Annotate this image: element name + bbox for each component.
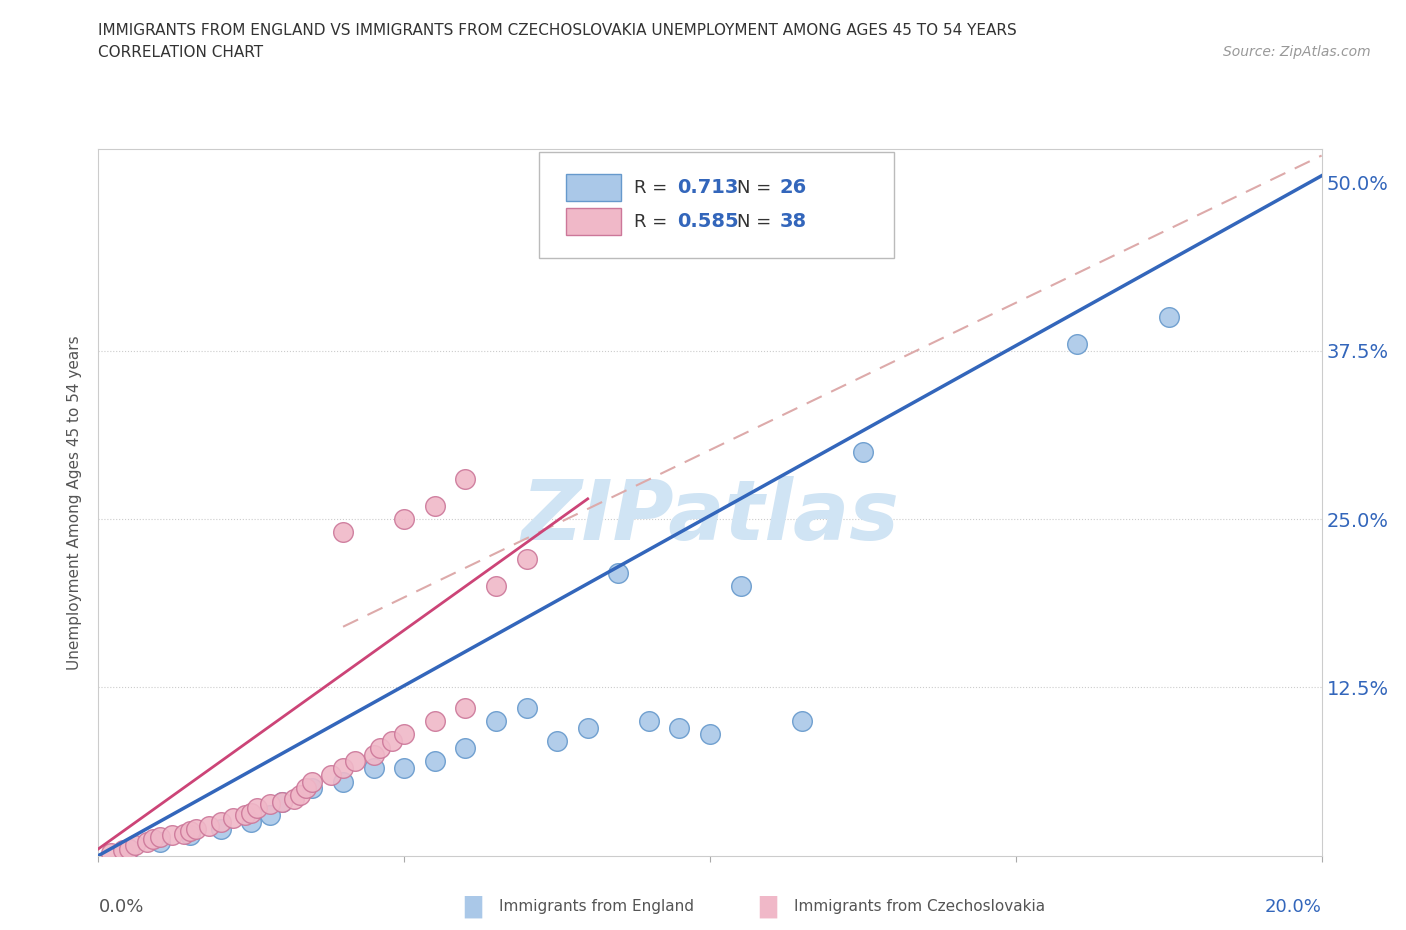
Point	[392, 727, 416, 742]
Point	[852, 445, 875, 459]
FancyBboxPatch shape	[565, 174, 620, 201]
Point	[118, 842, 141, 857]
Point	[423, 754, 446, 769]
Point	[197, 818, 219, 833]
Text: CORRELATION CHART: CORRELATION CHART	[98, 45, 263, 60]
Point	[270, 794, 292, 809]
Point	[149, 835, 172, 850]
Point	[607, 565, 630, 580]
Point	[546, 734, 568, 749]
Point	[209, 815, 232, 830]
FancyBboxPatch shape	[538, 153, 894, 259]
Point	[111, 843, 134, 857]
Text: 38: 38	[780, 212, 807, 231]
Point	[319, 767, 342, 782]
Point	[668, 720, 690, 735]
Point	[295, 781, 318, 796]
Text: Immigrants from England: Immigrants from England	[499, 899, 695, 914]
Point	[332, 761, 354, 776]
Text: 0.713: 0.713	[678, 179, 738, 197]
Point	[136, 835, 159, 850]
Point	[142, 832, 165, 847]
Point	[1157, 310, 1180, 325]
Point	[209, 821, 232, 836]
Point	[100, 845, 122, 860]
Point	[730, 578, 752, 593]
Point	[149, 830, 172, 844]
Point	[699, 727, 721, 742]
Point	[246, 801, 269, 816]
Text: Immigrants from Czechoslovakia: Immigrants from Czechoslovakia	[794, 899, 1046, 914]
Point	[259, 797, 281, 812]
Point	[332, 774, 354, 789]
Point	[240, 815, 263, 830]
Text: 0.585: 0.585	[678, 212, 738, 231]
Text: N =: N =	[737, 179, 778, 196]
Point	[363, 747, 385, 762]
Point	[233, 808, 256, 823]
Point	[240, 805, 263, 820]
Point	[160, 828, 183, 843]
Point	[186, 821, 208, 836]
Point	[485, 713, 508, 728]
Text: █: █	[759, 896, 776, 918]
Point	[423, 713, 446, 728]
Point	[454, 472, 477, 486]
Point	[301, 781, 323, 796]
Text: 0.0%: 0.0%	[98, 898, 143, 916]
Text: ZIPatlas: ZIPatlas	[522, 476, 898, 557]
Point	[392, 761, 416, 776]
Point	[118, 842, 141, 857]
Point	[423, 498, 446, 513]
Text: 26: 26	[780, 179, 807, 197]
Point	[381, 734, 404, 749]
Point	[637, 713, 661, 728]
Point	[179, 824, 201, 839]
Point	[179, 828, 201, 843]
FancyBboxPatch shape	[565, 208, 620, 235]
Point	[259, 808, 281, 823]
Point	[454, 740, 477, 755]
Point	[222, 810, 245, 825]
Point	[301, 774, 323, 789]
Point	[516, 700, 538, 715]
Point	[363, 761, 385, 776]
Point	[332, 525, 354, 540]
Point	[270, 794, 292, 809]
Text: Source: ZipAtlas.com: Source: ZipAtlas.com	[1223, 45, 1371, 59]
Point	[576, 720, 599, 735]
Point	[173, 827, 195, 842]
Point	[392, 512, 416, 526]
Text: █: █	[464, 896, 481, 918]
Point	[454, 700, 477, 715]
Text: N =: N =	[737, 213, 778, 231]
Point	[368, 740, 391, 755]
Point	[1066, 337, 1088, 352]
Y-axis label: Unemployment Among Ages 45 to 54 years: Unemployment Among Ages 45 to 54 years	[67, 335, 83, 670]
Point	[485, 578, 508, 593]
Text: IMMIGRANTS FROM ENGLAND VS IMMIGRANTS FROM CZECHOSLOVAKIA UNEMPLOYMENT AMONG AGE: IMMIGRANTS FROM ENGLAND VS IMMIGRANTS FR…	[98, 23, 1017, 38]
Text: R =: R =	[634, 213, 673, 231]
Point	[516, 552, 538, 567]
Point	[124, 837, 146, 852]
Text: R =: R =	[634, 179, 673, 196]
Point	[790, 713, 813, 728]
Point	[290, 788, 312, 803]
Point	[283, 791, 305, 806]
Text: 20.0%: 20.0%	[1265, 898, 1322, 916]
Point	[344, 754, 367, 769]
